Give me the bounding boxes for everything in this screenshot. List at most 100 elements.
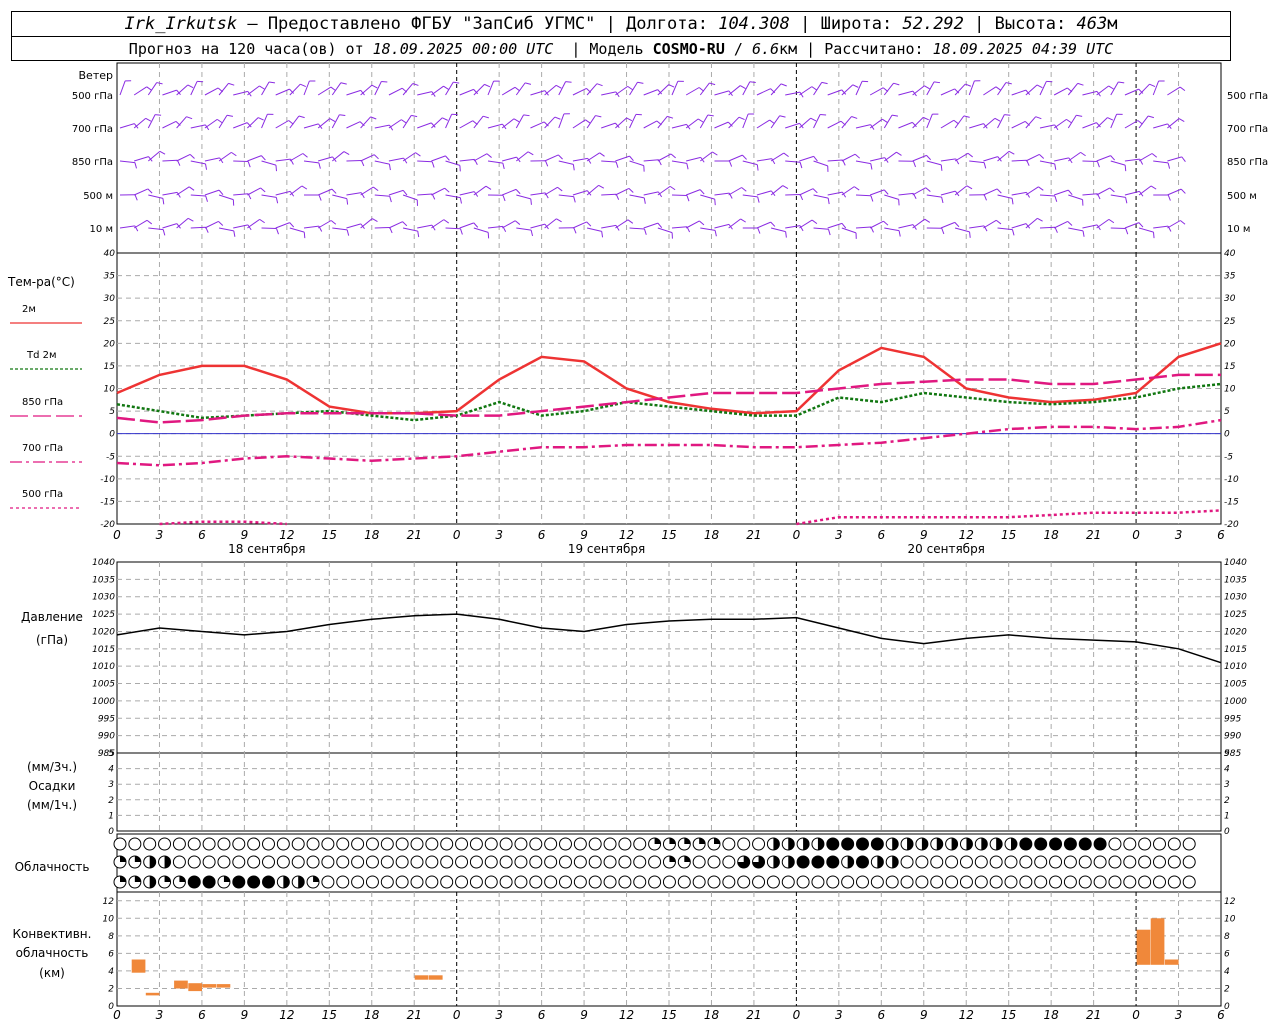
wind-barb-flag: [709, 82, 716, 86]
wind-barb: [515, 82, 526, 96]
wind-barb-flag: [1054, 163, 1057, 170]
wind-barb-flag: [941, 196, 944, 204]
wind-barb-flag: [442, 117, 448, 121]
wind-barb: [756, 88, 771, 96]
wind-barb: [402, 115, 412, 129]
cloud-symbol: [1123, 837, 1137, 851]
wind-barb: [544, 218, 557, 229]
wind-barb-flag: [940, 164, 943, 171]
cloud-fill: [149, 856, 156, 868]
wind-barb-flag: [1110, 155, 1116, 161]
temp-xtick: 15: [1001, 528, 1016, 542]
conv-ytick-left: 8: [108, 932, 114, 942]
wind-barb: [742, 81, 751, 96]
temp-ytick-right: 5: [1224, 407, 1230, 417]
wind-barb-flag: [1054, 124, 1059, 131]
conv-bar: [414, 975, 429, 980]
cloud-symbol: [885, 875, 899, 889]
cloud-fill: [164, 875, 171, 882]
wind-barb: [119, 160, 135, 164]
wind-barb-flag: [954, 88, 960, 94]
alt-unit: м: [1107, 14, 1118, 34]
wind-barb-flag: [176, 160, 181, 166]
wind-barb-flag: [275, 197, 279, 204]
wind-barb: [233, 224, 249, 229]
wind-barb: [459, 88, 474, 96]
wind-barb: [502, 156, 517, 162]
wind-barb: [1039, 81, 1047, 96]
cloud-symbol: [1167, 837, 1181, 851]
cloud-fill: [877, 856, 884, 868]
temp-ytick-left: -10: [100, 475, 115, 485]
wind-barb-flag: [275, 165, 278, 172]
pres-ytick-left: 1005: [92, 680, 115, 690]
cloud-fill: [179, 876, 186, 882]
cloud-symbol: [351, 837, 365, 851]
temp-xtick: 3: [495, 528, 503, 542]
wind-barb: [699, 82, 710, 96]
wind-barb: [884, 151, 897, 162]
cloud-fill: [1094, 838, 1107, 850]
wind-barb: [643, 89, 658, 96]
lon-label: Долгота:: [626, 14, 708, 34]
wind-barb: [940, 221, 956, 229]
wind-barb: [1053, 220, 1068, 229]
wind-barb-flag: [740, 85, 746, 89]
wind-barb: [317, 220, 332, 229]
temp-xtick: 18: [1044, 528, 1060, 542]
wind-barb-flag: [482, 115, 489, 119]
wind-barb-flag: [882, 118, 888, 123]
wind-barb-flag: [657, 89, 663, 95]
temp-xtick: 9: [580, 528, 588, 542]
wind-barb: [926, 194, 942, 198]
wind-barb-flag: [218, 221, 224, 226]
wind-barb: [1039, 226, 1056, 229]
cloud-fill: [203, 876, 216, 888]
wind-barb: [699, 114, 709, 129]
wind-barb-flag: [1036, 84, 1043, 89]
wind-barb-flag: [276, 228, 279, 235]
wind-barb: [218, 151, 232, 162]
wind-barb: [289, 115, 300, 129]
cloud-fill: [134, 876, 141, 882]
wind-barb: [530, 223, 546, 229]
wind-barb: [402, 152, 416, 162]
wind-barb: [275, 120, 289, 129]
wind-barb-flag: [402, 190, 408, 196]
cloud-symbol: [603, 837, 617, 851]
wind-barb-flag: [707, 114, 714, 117]
wind-barb: [756, 221, 771, 229]
wind-barb-flag: [1011, 198, 1014, 205]
cloud-symbol: [321, 855, 335, 869]
conv-ytick-left: 6: [108, 949, 114, 959]
wind-barb: [770, 115, 781, 129]
temp-legend-label: 2м: [22, 304, 36, 315]
conv-ytick-right: 0: [1224, 1002, 1230, 1012]
conv-xtick: 21: [1086, 1008, 1101, 1022]
wind-barb: [671, 194, 688, 197]
pres-ytick-left: 1010: [92, 662, 115, 672]
cloud-symbol: [588, 875, 602, 889]
wind-barb-flag: [1109, 187, 1115, 193]
prec-ytick-left: 3: [108, 780, 114, 790]
wind-barb-flag: [300, 83, 306, 87]
wind-barb: [799, 155, 814, 162]
wind-barb: [374, 226, 390, 229]
cloud-symbol: [648, 875, 662, 889]
alt-label: Высота:: [994, 14, 1067, 34]
wind-barb-flag: [1096, 224, 1101, 231]
wind-barb: [516, 194, 531, 200]
cloud-fill: [684, 838, 691, 844]
wind-barb-flag: [912, 122, 917, 128]
cloud-symbol: [900, 855, 914, 869]
wind-barb-flag: [303, 232, 306, 239]
cloud-fill: [1049, 838, 1062, 850]
wind-barb-flag: [530, 229, 534, 237]
wind-barb: [501, 118, 515, 129]
wind-barb: [785, 225, 801, 229]
wind-barb-flag: [1004, 114, 1011, 116]
wind-barb: [530, 192, 546, 196]
temp-xtick: 21: [1086, 528, 1101, 542]
wind-barb: [997, 114, 1005, 129]
wind-barb: [813, 114, 821, 129]
